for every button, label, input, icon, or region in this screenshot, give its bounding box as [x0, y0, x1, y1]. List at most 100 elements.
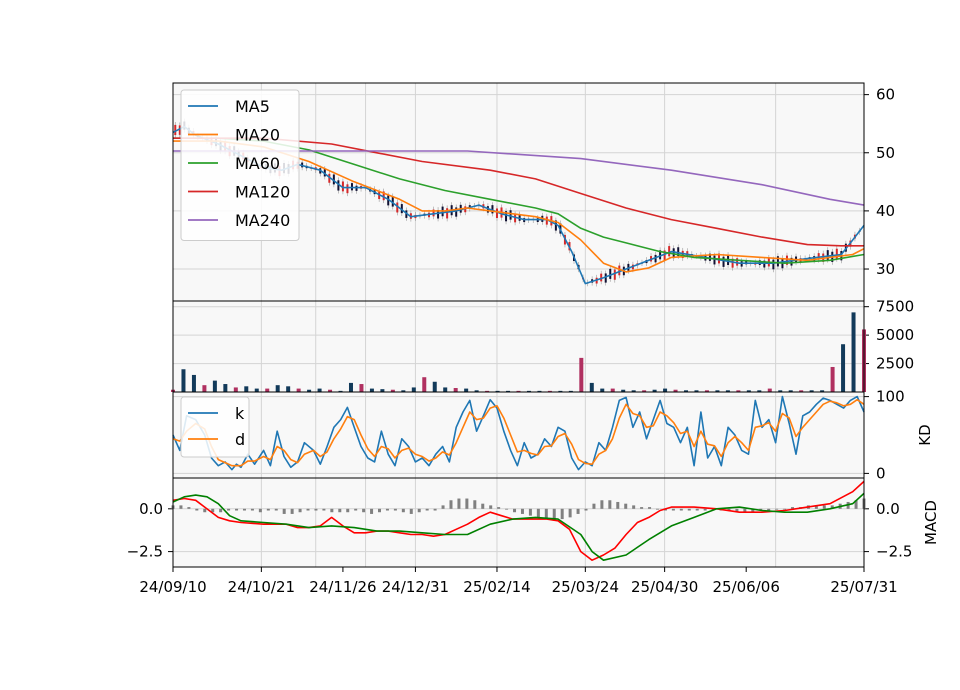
- price-panel: 30 40 50 60 MA5 MA20 MA60 MA120 MA240: [172, 82, 895, 302]
- candle-body: [790, 257, 793, 266]
- candle-body: [505, 211, 508, 222]
- candle-body: [400, 204, 403, 214]
- candle-body: [604, 273, 607, 283]
- macd-histogram-bar: [306, 508, 310, 511]
- volume-bar: [223, 384, 228, 392]
- volume-bar: [788, 390, 793, 392]
- x-tick-label-4: 25/02/14: [463, 578, 530, 596]
- macd-histogram-bar: [203, 508, 207, 513]
- candle-body: [776, 256, 779, 267]
- volume-ytick-label-right-1: 5000: [876, 326, 914, 344]
- x-tick-label-5: 25/03/24: [552, 578, 619, 596]
- candle-body: [618, 265, 621, 276]
- macd-histogram-bar: [473, 500, 477, 509]
- volume-bar: [642, 390, 647, 392]
- price-legend-label-ma60: MA60: [235, 154, 280, 173]
- kd-ytick-label-right-0: 0: [876, 464, 886, 482]
- macd-histogram-bar: [322, 508, 326, 511]
- macd-histogram-bar: [505, 508, 509, 510]
- volume-bar: [181, 369, 186, 392]
- macd-ytick-label-left-1: −2.5: [127, 543, 163, 561]
- macd-histogram-bar: [314, 508, 318, 511]
- macd-histogram-bar: [354, 508, 358, 511]
- volume-bar: [547, 390, 552, 392]
- macd-histogram-bar: [449, 500, 453, 509]
- price-ytick-label-right-2: 50: [876, 144, 895, 162]
- macd-histogram-bar: [727, 508, 731, 511]
- macd-histogram-bar: [822, 505, 826, 509]
- macd-histogram-bar: [266, 508, 270, 511]
- volume-bar: [254, 388, 259, 392]
- macd-histogram-bar: [362, 508, 366, 513]
- volume-bar: [443, 387, 448, 392]
- macd-histogram-bar: [600, 500, 604, 509]
- candle-body: [341, 181, 344, 192]
- macd-histogram-bar: [528, 508, 532, 516]
- macd-histogram-bar: [409, 508, 413, 514]
- candle-body: [722, 256, 725, 267]
- volume-bar: [725, 390, 730, 392]
- candle-body: [763, 260, 766, 268]
- macd-line-macd: [172, 492, 865, 561]
- kd-legend-label-d: d: [235, 430, 245, 449]
- macd-histogram-bar: [219, 508, 223, 513]
- macd-histogram-bar: [274, 508, 278, 511]
- macd-histogram-bar: [378, 508, 382, 513]
- macd-histogram-bar: [783, 508, 787, 510]
- x-tick-label-0: 24/09/10: [139, 578, 206, 596]
- candle-body: [668, 246, 671, 257]
- candle-body: [785, 255, 788, 265]
- volume-bar: [317, 388, 322, 392]
- candle-body: [437, 210, 440, 219]
- volume-bar: [296, 388, 301, 392]
- macd-histogram-bar: [298, 508, 302, 513]
- kd-ytick-label-right-1: 100: [876, 388, 905, 406]
- price-line-ma20: [173, 140, 865, 273]
- x-tick-label-2: 24/11/26: [309, 578, 376, 596]
- x-tick-label-3: 24/12/31: [382, 578, 449, 596]
- macd-histogram-bar: [584, 508, 588, 511]
- macd-histogram-bar: [830, 505, 834, 509]
- x-tick-label-8: 25/07/31: [830, 578, 897, 596]
- candle-body: [600, 273, 603, 282]
- volume-bar: [401, 390, 406, 392]
- candle-body: [174, 124, 177, 136]
- volume-bar: [474, 390, 479, 392]
- candle-body: [391, 196, 394, 207]
- macd-histogram-bar: [393, 508, 397, 511]
- volume-bar: [631, 390, 636, 392]
- candle-body: [826, 250, 829, 260]
- price-legend-box: [180, 89, 300, 241]
- macd-histogram-bar: [624, 503, 628, 509]
- macd-ytick-label-right-1: −2.5: [876, 543, 912, 561]
- macd-histogram-bar: [520, 508, 524, 514]
- candle-body: [708, 253, 711, 261]
- macd-histogram-bar: [854, 500, 858, 509]
- candle-body: [736, 258, 739, 266]
- macd-frame: [172, 477, 865, 568]
- macd-histogram-bar: [481, 503, 485, 509]
- volume-bar: [736, 390, 741, 392]
- volume-bar: [600, 388, 605, 392]
- volume-bar: [348, 382, 353, 392]
- macd-histogram-bar: [441, 505, 445, 509]
- macd-histogram-bar: [425, 508, 429, 511]
- price-ytick-label-right-0: 30: [876, 260, 895, 278]
- volume-plot-background: [173, 301, 864, 392]
- candle-body: [396, 202, 399, 213]
- volume-bar: [684, 390, 689, 392]
- volume-panel: 2500 5000 7500: [171, 298, 914, 393]
- volume-bar: [359, 384, 364, 392]
- volume-bar: [369, 388, 374, 392]
- candle-body: [455, 207, 458, 217]
- candle-body: [346, 184, 349, 194]
- candle-body: [328, 173, 331, 183]
- macd-ylabel: MACD: [922, 500, 940, 545]
- x-axis-date-ticks: 24/09/10 24/10/21 24/11/26 24/12/31 25/02/14…: [139, 567, 898, 596]
- candle-body: [654, 254, 657, 263]
- volume-bar: [589, 382, 594, 392]
- macd-histogram-bar: [489, 505, 493, 509]
- candle-body: [350, 183, 353, 191]
- macd-ytick-label-right-0: 0.0: [876, 500, 900, 518]
- volume-bar: [244, 386, 249, 392]
